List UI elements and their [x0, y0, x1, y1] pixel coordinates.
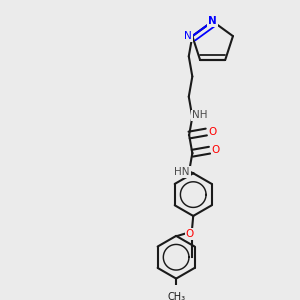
Text: N: N	[184, 31, 192, 41]
Text: N: N	[208, 16, 217, 26]
Text: O: O	[212, 145, 220, 155]
Text: O: O	[185, 229, 194, 239]
Text: CH₃: CH₃	[167, 292, 185, 300]
Text: O: O	[208, 127, 217, 137]
Text: HN: HN	[174, 167, 190, 177]
Text: NH: NH	[192, 110, 207, 120]
